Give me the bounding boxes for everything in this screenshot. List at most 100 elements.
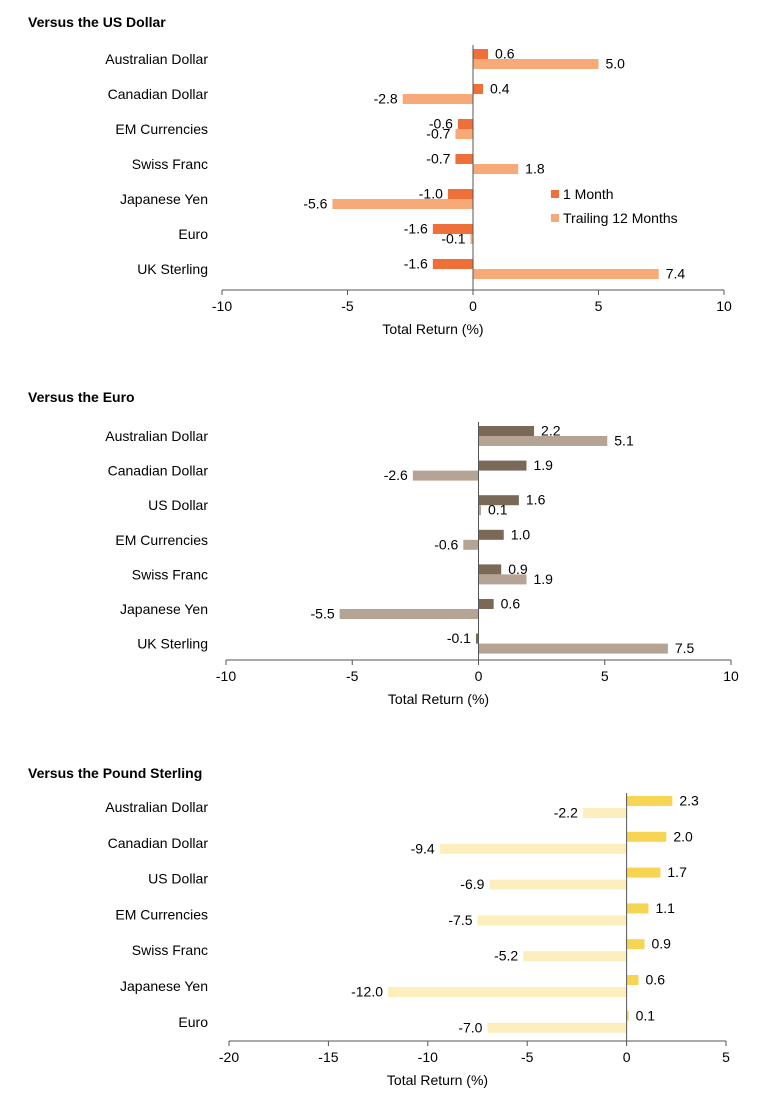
data-label-trailing-12-months-uk-sterling: 7.5 [675,640,695,656]
bar-trailing-12-months-australian-dollar [473,59,599,69]
bar-trailing-12-months-swiss-franc [478,574,527,585]
chart-panel-3: Versus the Pound Sterling Australian Doll… [0,765,766,1095]
data-label-1-month-swiss-franc: -0.7 [426,151,450,167]
bar-trailing-12-months-us-dollar [478,505,482,516]
data-label-1-month-euro: 0.1 [636,1007,656,1023]
data-label-1-month-swiss-franc: 0.9 [651,936,671,952]
category-label-us-dollar: US Dollar [148,871,208,887]
data-label-trailing-12-months-japanese-yen: -5.5 [311,606,335,622]
data-label-trailing-12-months-em-currencies: -0.6 [434,536,458,552]
chart-plot: Australian Dollar 0.6 5.0 Canadian Dollar 0.… [105,45,732,337]
x-tick-label: 10 [723,668,739,684]
bar-1-month-canadian-dollar [473,84,484,94]
x-tick-label: 5 [722,1049,730,1065]
x-tick-label: -10 [212,298,232,314]
category-label-euro: Euro [178,1014,208,1030]
category-label-canadian-dollar: Canadian Dollar [108,86,209,102]
category-label-australian-dollar: Australian Dollar [105,51,208,67]
data-label-trailing-12-months-euro: -0.1 [441,231,465,247]
data-label-trailing-12-months-australian-dollar: 5.0 [606,56,626,72]
data-label-1-month-swiss-franc: 0.9 [508,561,528,577]
bar-trailing-12-months-canadian-dollar [402,94,473,104]
data-label-1-month-australian-dollar: 2.2 [541,423,561,439]
chart-title: Versus the Pound Sterling [28,765,203,781]
x-tick-label: -15 [318,1049,338,1065]
bar-1-month-australian-dollar [473,49,489,59]
x-tick-label: 5 [595,298,603,314]
legend-swatch-trailing-12-months [551,214,559,222]
data-label-trailing-12-months-japanese-yen: -5.6 [303,196,327,212]
data-label-1-month-em-currencies: -0.6 [429,116,453,132]
legend-label-trailing-12-months: Trailing 12 Months [563,210,678,226]
data-label-trailing-12-months-em-currencies: -0.7 [426,126,450,142]
bar-trailing-12-months-canadian-dollar [439,843,627,854]
bar-trailing-12-months-em-currencies [463,539,479,550]
data-label-1-month-japanese-yen: 0.6 [646,972,666,988]
bar-1-month-us-dollar [478,495,519,506]
bar-trailing-12-months-euro [470,234,473,244]
chart-plot: Australian Dollar 2.3 -2.2 Canadian Dollar 2… [105,793,730,1089]
data-label-1-month-us-dollar: 1.6 [526,492,546,508]
legend-label-1-month: 1 Month [563,186,614,202]
data-label-trailing-12-months-euro: -7.0 [458,1019,482,1035]
bar-1-month-canadian-dollar [626,831,667,842]
legend-swatch-1-month [551,190,559,198]
bar-1-month-em-currencies [457,119,473,129]
data-label-trailing-12-months-australian-dollar: -2.2 [554,805,578,821]
data-label-1-month-australian-dollar: 2.3 [679,793,699,809]
data-label-1-month-em-currencies: 1.0 [511,526,531,542]
category-label-swiss-franc: Swiss Franc [132,942,208,958]
category-label-japanese-yen: Japanese Yen [120,191,208,207]
data-label-1-month-canadian-dollar: 1.9 [533,457,553,473]
data-label-1-month-em-currencies: 1.1 [655,900,675,916]
bar-trailing-12-months-japanese-yen [388,987,627,997]
data-label-1-month-uk-sterling: -0.1 [447,630,471,646]
category-label-uk-sterling: UK Sterling [137,636,208,652]
data-label-1-month-us-dollar: 1.7 [667,864,687,880]
x-tick-label: -20 [219,1049,239,1065]
bar-1-month-australian-dollar [626,796,673,806]
data-label-trailing-12-months-swiss-franc: 1.8 [525,161,545,177]
x-axis-label: Total Return (%) [388,691,489,707]
category-label-australian-dollar: Australian Dollar [105,799,208,815]
bar-trailing-12-months-swiss-franc [473,164,519,174]
category-label-swiss-franc: Swiss Franc [132,566,208,582]
data-label-1-month-canadian-dollar: 0.4 [490,81,510,97]
data-label-trailing-12-months-canadian-dollar: -2.8 [374,91,398,107]
bar-1-month-japanese-yen [447,189,473,199]
data-label-trailing-12-months-us-dollar: -6.9 [460,876,484,892]
data-label-trailing-12-months-em-currencies: -7.5 [448,912,472,928]
bar-trailing-12-months-australian-dollar [478,436,608,446]
data-label-trailing-12-months-swiss-franc: -5.2 [494,948,518,964]
bar-1-month-swiss-franc [455,154,473,164]
x-tick-label: 5 [601,668,609,684]
data-label-1-month-japanese-yen: 0.6 [501,596,521,612]
bar-1-month-euro [626,1010,629,1021]
bar-1-month-swiss-franc [478,564,502,575]
chart-panel-2: Versus the Euro Australian Dollar 2.2 5.1 Ca… [0,389,766,719]
bar-trailing-12-months-uk-sterling [478,643,668,654]
bar-trailing-12-months-em-currencies [455,129,473,139]
x-tick-label: -5 [346,668,359,684]
data-label-trailing-12-months-canadian-dollar: -9.4 [411,840,435,856]
category-label-uk-sterling: UK Sterling [137,261,208,277]
bar-trailing-12-months-canadian-dollar [412,470,479,481]
bar-1-month-euro [432,224,473,234]
data-label-trailing-12-months-swiss-franc: 1.9 [533,571,553,587]
data-label-1-month-canadian-dollar: 2.0 [673,828,693,844]
x-tick-label: 0 [475,668,483,684]
data-label-trailing-12-months-japanese-yen: -12.0 [351,984,383,1000]
data-label-trailing-12-months-us-dollar: 0.1 [488,502,508,518]
data-label-1-month-uk-sterling: -1.6 [404,256,428,272]
category-label-japanese-yen: Japanese Yen [120,978,208,994]
bar-trailing-12-months-japanese-yen [332,199,473,209]
x-axis-label: Total Return (%) [387,1072,488,1088]
x-axis-label: Total Return (%) [382,321,483,337]
bar-1-month-uk-sterling [475,633,479,644]
x-tick-label: 0 [623,1049,631,1065]
x-tick-label: 0 [469,298,477,314]
bar-trailing-12-months-uk-sterling [473,269,659,279]
bar-trailing-12-months-us-dollar [489,879,627,890]
x-tick-label: -5 [341,298,354,314]
